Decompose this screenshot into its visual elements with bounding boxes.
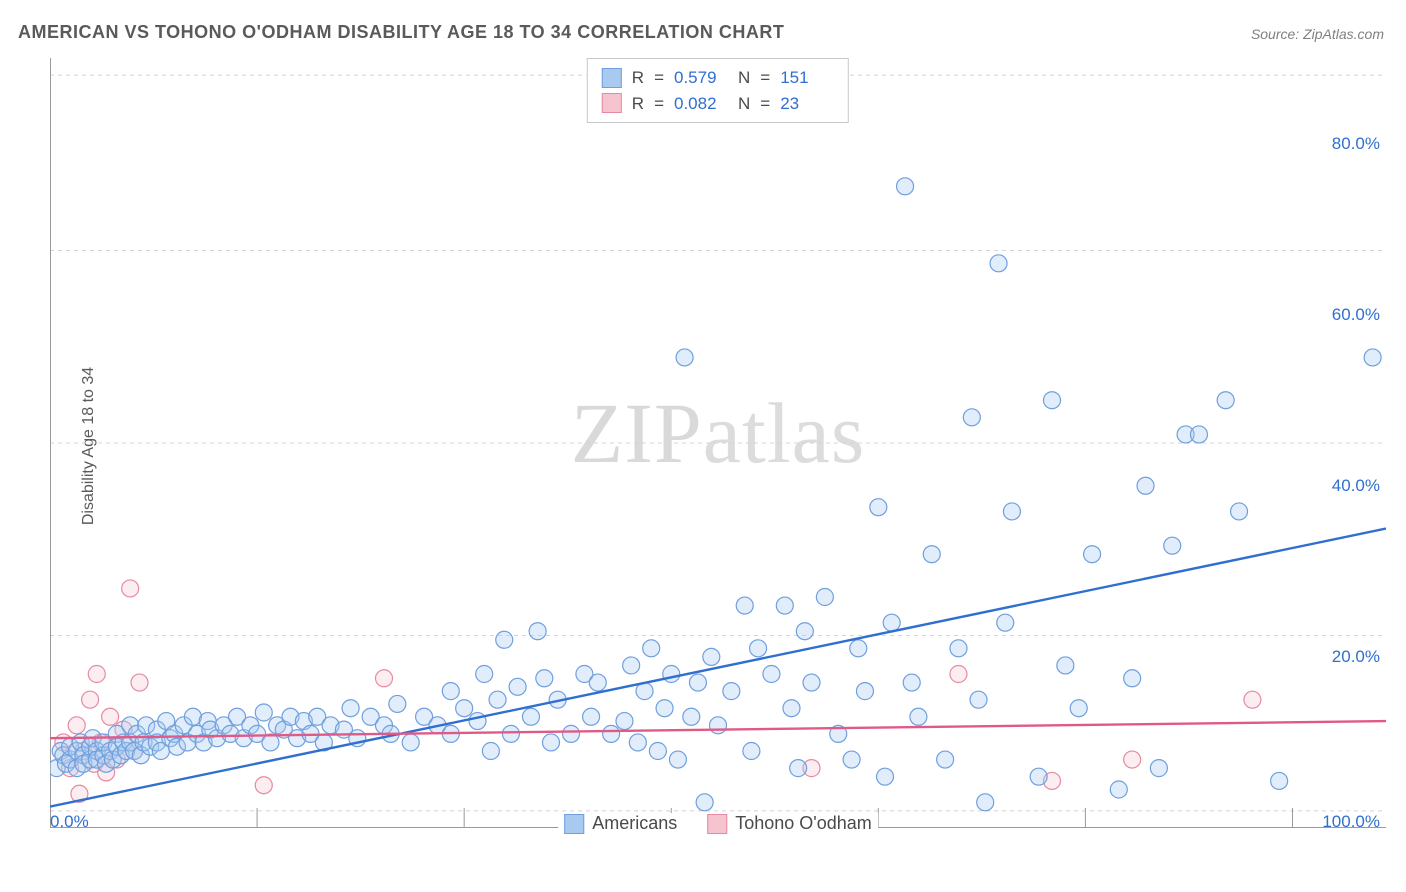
equals-sign: = xyxy=(760,65,770,91)
y-tick-label: 20.0% xyxy=(1332,647,1380,667)
n-value-tohono: 23 xyxy=(780,91,834,117)
legend-row-tohono: R = 0.082 N = 23 xyxy=(602,91,834,117)
swatch-americans xyxy=(564,814,584,834)
x-tick-label: 0.0% xyxy=(50,812,89,832)
swatch-americans xyxy=(602,68,622,88)
r-label: R xyxy=(632,91,644,117)
x-tick-label: 100.0% xyxy=(1322,812,1380,832)
y-tick-label: 60.0% xyxy=(1332,305,1380,325)
plot-area: ZIPatlas R = 0.579 N = 151 R = 0.082 N =… xyxy=(50,58,1386,828)
swatch-tohono xyxy=(602,93,622,113)
legend-row-americans: R = 0.579 N = 151 xyxy=(602,65,834,91)
r-value-tohono: 0.082 xyxy=(674,91,728,117)
legend-item-americans: Americans xyxy=(564,813,677,834)
n-label: N xyxy=(738,91,750,117)
equals-sign: = xyxy=(654,91,664,117)
scatter-chart xyxy=(50,58,1386,828)
r-label: R xyxy=(632,65,644,91)
swatch-tohono xyxy=(707,814,727,834)
source-attribution: Source: ZipAtlas.com xyxy=(1251,26,1384,42)
n-label: N xyxy=(738,65,750,91)
chart-title: AMERICAN VS TOHONO O'ODHAM DISABILITY AG… xyxy=(18,22,784,43)
equals-sign: = xyxy=(760,91,770,117)
series-legend: Americans Tohono O'odham xyxy=(558,813,878,834)
r-value-americans: 0.579 xyxy=(674,65,728,91)
legend-item-tohono: Tohono O'odham xyxy=(707,813,872,834)
y-tick-label: 40.0% xyxy=(1332,476,1380,496)
n-value-americans: 151 xyxy=(780,65,834,91)
y-tick-label: 80.0% xyxy=(1332,134,1380,154)
legend-label-americans: Americans xyxy=(592,813,677,834)
correlation-legend: R = 0.579 N = 151 R = 0.082 N = 23 xyxy=(587,58,849,123)
equals-sign: = xyxy=(654,65,664,91)
legend-label-tohono: Tohono O'odham xyxy=(735,813,872,834)
